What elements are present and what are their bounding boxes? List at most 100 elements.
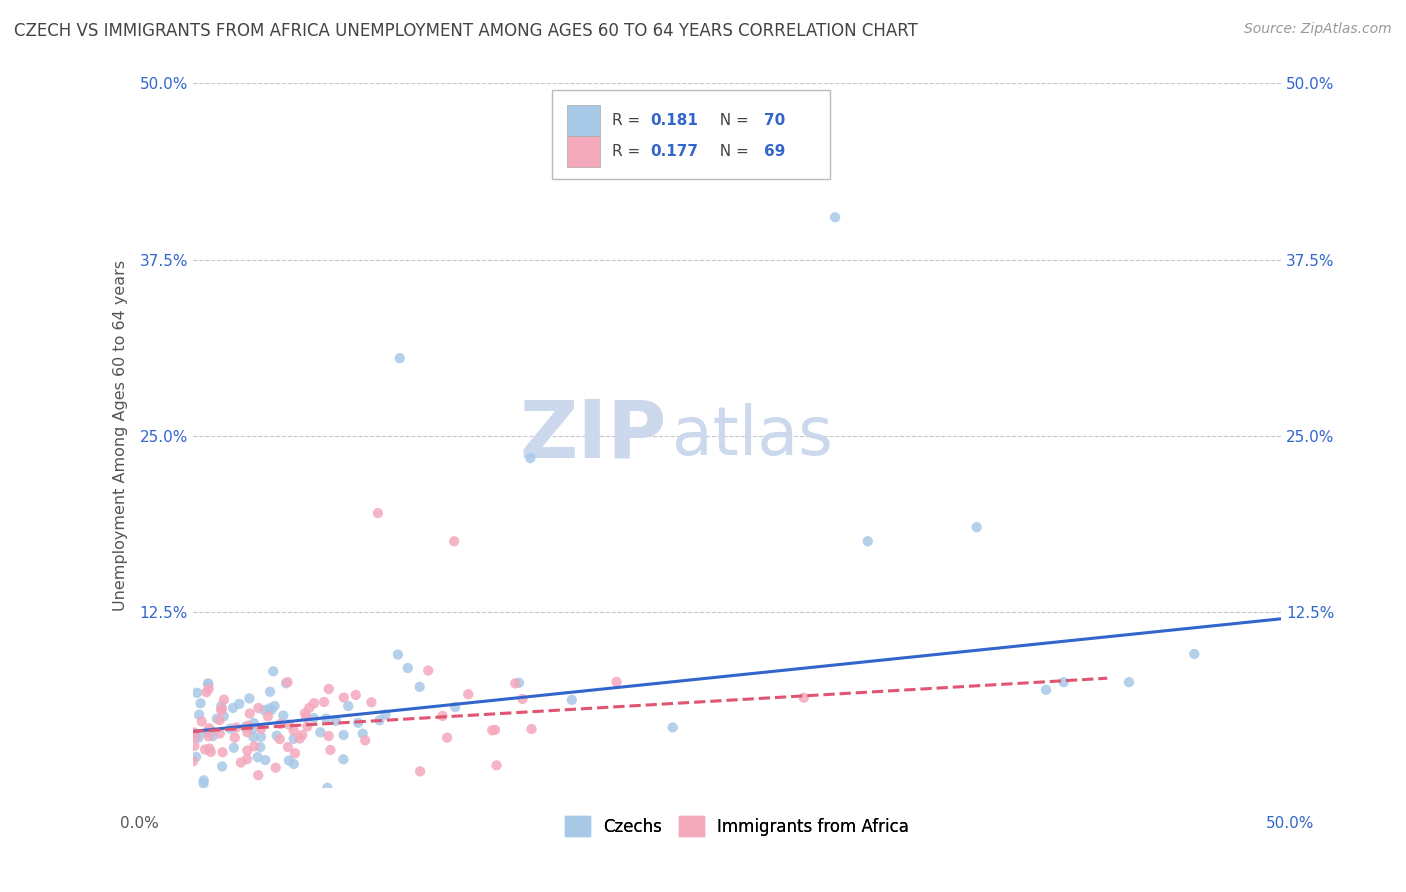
Point bbox=[318, 681, 340, 696]
Point bbox=[277, 739, 299, 754]
Point bbox=[269, 732, 291, 747]
Point bbox=[208, 713, 231, 727]
Point bbox=[183, 725, 205, 739]
Point bbox=[219, 722, 242, 736]
Point bbox=[288, 731, 311, 746]
Point bbox=[332, 728, 354, 742]
Point bbox=[212, 709, 235, 723]
Point bbox=[388, 351, 411, 366]
Point bbox=[291, 728, 314, 742]
Point bbox=[250, 722, 273, 736]
Point bbox=[229, 756, 252, 770]
Point bbox=[264, 761, 287, 775]
Point bbox=[191, 714, 214, 729]
Point bbox=[309, 725, 332, 739]
Text: R =: R = bbox=[612, 145, 645, 160]
Point bbox=[197, 676, 219, 690]
Point bbox=[484, 723, 506, 737]
Point bbox=[318, 729, 340, 743]
Point bbox=[184, 749, 207, 764]
Point bbox=[503, 676, 526, 690]
Point bbox=[208, 726, 231, 740]
Point bbox=[793, 690, 815, 705]
Point bbox=[360, 695, 382, 709]
FancyBboxPatch shape bbox=[568, 105, 600, 136]
Point bbox=[238, 718, 260, 732]
Point bbox=[212, 692, 235, 706]
Point bbox=[197, 681, 219, 696]
Point bbox=[246, 750, 269, 764]
Point bbox=[302, 711, 325, 725]
Text: atlas: atlas bbox=[672, 402, 832, 468]
Point bbox=[1053, 675, 1076, 690]
Text: Source: ZipAtlas.com: Source: ZipAtlas.com bbox=[1244, 22, 1392, 37]
Point bbox=[485, 758, 508, 772]
Point bbox=[269, 717, 291, 731]
Point bbox=[186, 686, 208, 700]
Point bbox=[283, 731, 305, 746]
Point bbox=[432, 709, 454, 723]
Point bbox=[225, 721, 247, 735]
Point bbox=[294, 706, 316, 721]
Point bbox=[193, 776, 215, 790]
Text: ZIP: ZIP bbox=[519, 397, 666, 475]
Point bbox=[409, 680, 432, 694]
Point bbox=[396, 661, 419, 675]
Point bbox=[260, 703, 283, 717]
Point bbox=[188, 707, 211, 722]
Point bbox=[262, 665, 284, 679]
Point bbox=[367, 506, 389, 520]
Point bbox=[238, 691, 260, 706]
Point bbox=[387, 648, 409, 662]
Point bbox=[319, 743, 342, 757]
Point bbox=[197, 677, 219, 691]
Point bbox=[181, 754, 204, 768]
Point bbox=[277, 754, 299, 768]
Point bbox=[195, 685, 218, 699]
Point bbox=[1035, 682, 1057, 697]
Point bbox=[325, 714, 347, 728]
Point bbox=[253, 703, 276, 717]
Point bbox=[190, 696, 212, 710]
Point bbox=[228, 697, 250, 711]
Point bbox=[236, 743, 259, 757]
Text: 69: 69 bbox=[765, 145, 786, 160]
Point bbox=[354, 733, 377, 747]
Point bbox=[243, 716, 266, 731]
Point bbox=[257, 709, 280, 723]
Y-axis label: Unemployment Among Ages 60 to 64 years: Unemployment Among Ages 60 to 64 years bbox=[114, 260, 128, 611]
Point bbox=[263, 698, 285, 713]
Point bbox=[277, 717, 299, 731]
Point bbox=[236, 725, 259, 739]
Point bbox=[352, 727, 374, 741]
Point bbox=[284, 746, 307, 760]
Point bbox=[259, 701, 281, 715]
Point bbox=[186, 729, 208, 743]
Point bbox=[314, 695, 336, 709]
Point bbox=[457, 687, 479, 701]
Point bbox=[856, 534, 879, 549]
Point bbox=[274, 676, 297, 690]
Point bbox=[347, 715, 370, 730]
Point bbox=[824, 211, 846, 225]
Point bbox=[242, 730, 264, 744]
Point bbox=[194, 742, 217, 756]
Point bbox=[1182, 647, 1205, 661]
Point bbox=[239, 706, 262, 721]
Point bbox=[316, 780, 339, 795]
Point bbox=[368, 713, 391, 727]
Text: 50.0%: 50.0% bbox=[1267, 816, 1315, 831]
Text: N =: N = bbox=[710, 113, 754, 128]
Point bbox=[200, 723, 222, 738]
Point bbox=[236, 752, 259, 766]
Point bbox=[247, 768, 270, 782]
Point bbox=[374, 707, 396, 722]
Text: 0.0%: 0.0% bbox=[120, 816, 159, 831]
Point bbox=[283, 756, 305, 771]
Point bbox=[211, 745, 233, 759]
Point bbox=[508, 675, 530, 690]
Point bbox=[200, 745, 222, 759]
Point bbox=[297, 719, 319, 733]
Point bbox=[197, 729, 219, 743]
Text: N =: N = bbox=[710, 145, 754, 160]
